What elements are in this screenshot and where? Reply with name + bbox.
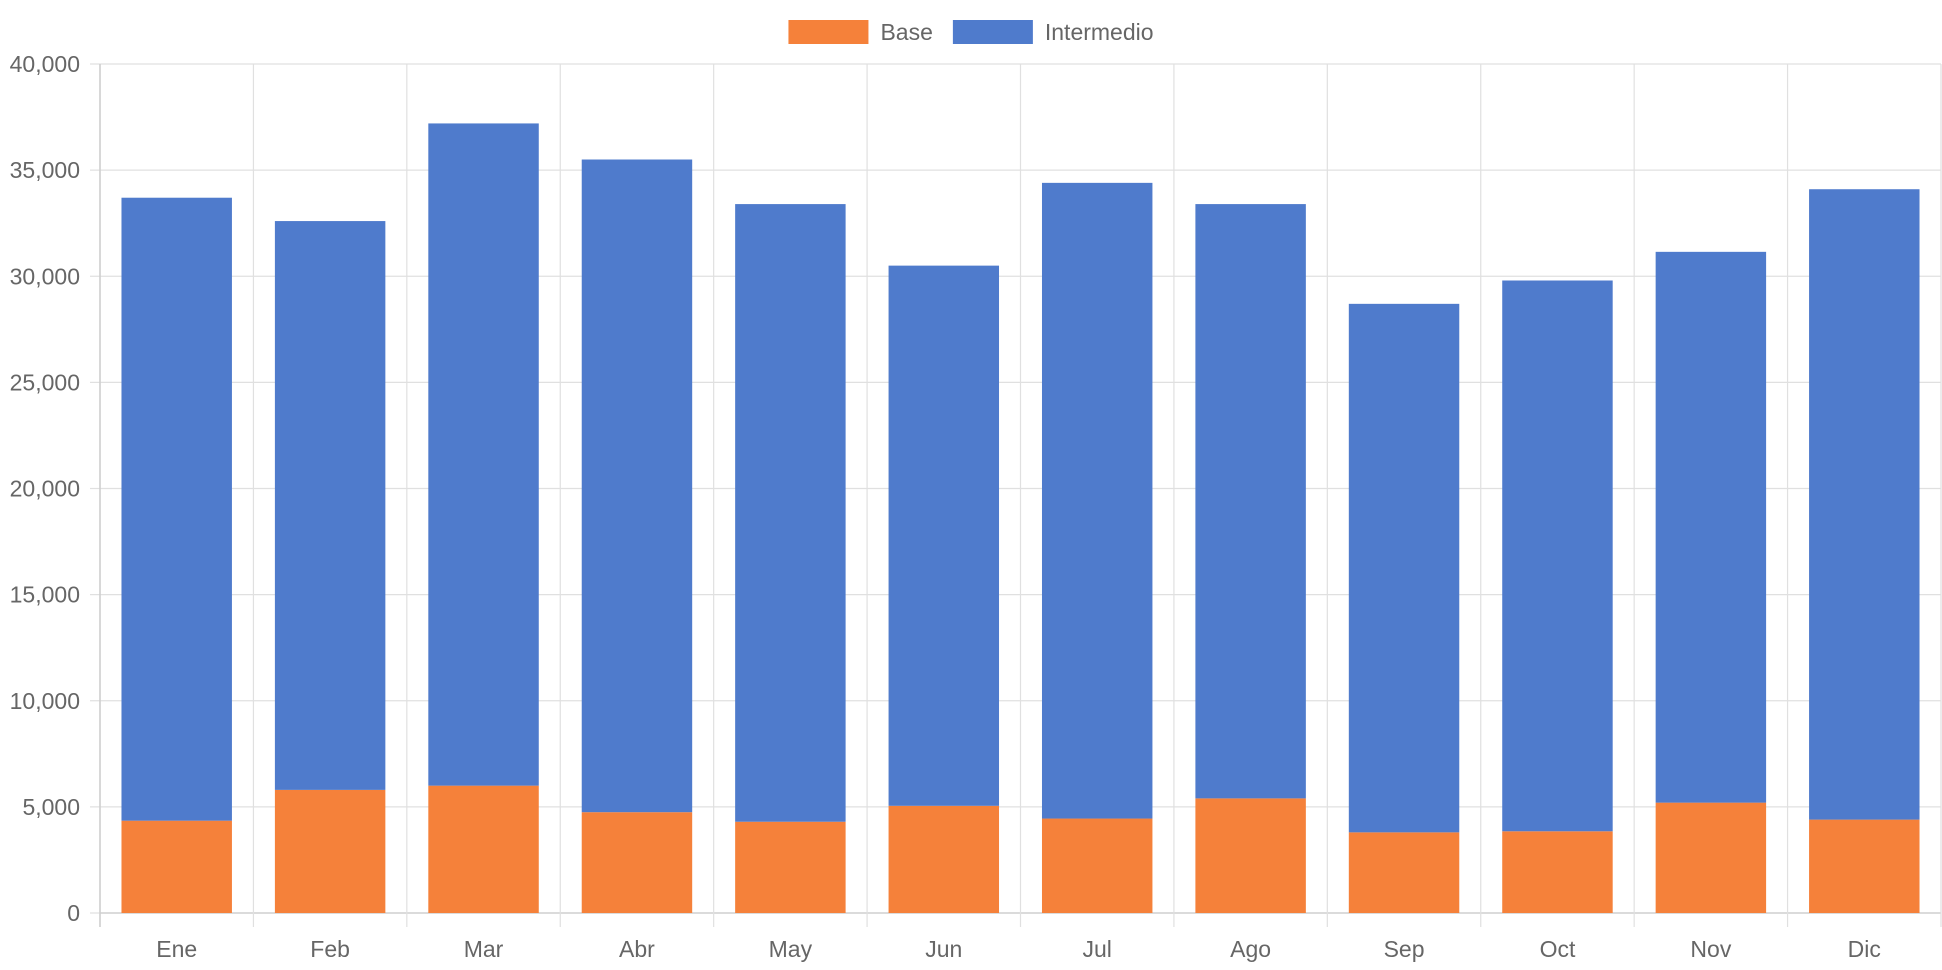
legend[interactable]: Base Intermedio (788, 19, 1154, 45)
bar-base-nov[interactable] (1655, 802, 1767, 913)
x-tick-label: Jul (1083, 936, 1112, 962)
legend-swatch (952, 20, 1033, 44)
bar-base-sep[interactable] (1348, 832, 1460, 913)
legend-item-intermedio[interactable]: Intermedio (952, 19, 1154, 45)
x-tick-label: May (769, 936, 813, 962)
bar-base-feb[interactable] (274, 789, 386, 913)
axis-layer: 0 5,000 10,000 15,000 20,000 25,000 30,000 35,0… (10, 51, 1881, 962)
bar-base-jun[interactable] (888, 805, 1000, 913)
bar-intermedio-ago[interactable] (1195, 204, 1306, 799)
x-tick-label: Oct (1540, 936, 1576, 962)
x-tick-label: Jun (925, 936, 962, 962)
y-tick-label: 5,000 (22, 794, 80, 820)
bar-intermedio-mar[interactable] (428, 123, 539, 786)
bar-intermedio-nov[interactable] (1655, 251, 1767, 803)
y-tick-label: 35,000 (10, 157, 80, 183)
y-tick-label: 20,000 (10, 476, 80, 502)
x-tick-label: Abr (619, 936, 655, 962)
x-tick-label: Dic (1848, 936, 1881, 962)
bar-base-ene[interactable] (121, 820, 232, 913)
legend-item-base[interactable]: Base (788, 19, 933, 45)
bar-intermedio-oct[interactable] (1502, 280, 1613, 832)
x-tick-label: Feb (310, 936, 350, 962)
y-tick-label: 25,000 (10, 369, 80, 395)
x-tick-label: Nov (1690, 936, 1731, 962)
bar-base-ago[interactable] (1195, 798, 1306, 913)
bar-intermedio-feb[interactable] (274, 221, 386, 790)
bar-intermedio-sep[interactable] (1348, 303, 1460, 833)
bar-base-abr[interactable] (581, 812, 693, 913)
bar-base-jul[interactable] (1041, 818, 1153, 913)
bar-base-dic[interactable] (1809, 819, 1920, 913)
x-tick-label: Ene (156, 936, 197, 962)
bar-intermedio-dic[interactable] (1809, 189, 1920, 820)
x-tick-label: Ago (1230, 936, 1271, 962)
bar-intermedio-jul[interactable] (1041, 182, 1153, 819)
y-tick-label: 15,000 (10, 582, 80, 608)
bar-base-mar[interactable] (428, 785, 539, 913)
y-tick-label: 40,000 (10, 51, 80, 77)
y-tick-label: 10,000 (10, 688, 80, 714)
grid-layer (90, 63, 1942, 927)
y-tick-label: 30,000 (10, 263, 80, 289)
x-tick-label: Sep (1384, 936, 1425, 962)
legend-label: Intermedio (1045, 19, 1154, 45)
bar-intermedio-abr[interactable] (581, 159, 693, 813)
bar-intermedio-jun[interactable] (888, 265, 1000, 806)
bar-intermedio-may[interactable] (735, 204, 846, 822)
bar-base-oct[interactable] (1502, 831, 1613, 913)
legend-swatch (788, 20, 869, 44)
bar-base-may[interactable] (735, 821, 846, 913)
bar-intermedio-ene[interactable] (121, 197, 232, 821)
y-tick-label: 0 (67, 900, 80, 926)
legend-label: Base (880, 19, 932, 45)
x-tick-label: Mar (464, 936, 504, 962)
bars-layer (121, 123, 1920, 913)
